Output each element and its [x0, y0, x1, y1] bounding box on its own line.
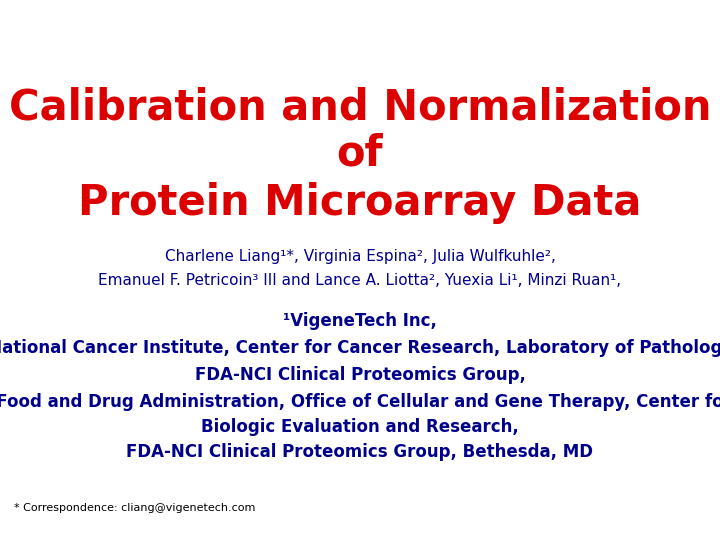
Text: Emanuel F. Petricoin³ III and Lance A. Liotta², Yuexia Li¹, Minzi Ruan¹,: Emanuel F. Petricoin³ III and Lance A. L… [99, 273, 621, 288]
Text: ¹VigeneTech Inc,: ¹VigeneTech Inc, [283, 312, 437, 330]
Text: Calibration and Normalization: Calibration and Normalization [9, 87, 711, 129]
Text: * Correspondence: cliang@vigenetech.com: * Correspondence: cliang@vigenetech.com [14, 503, 256, 512]
Text: FDA-NCI Clinical Proteomics Group, Bethesda, MD: FDA-NCI Clinical Proteomics Group, Bethe… [127, 443, 593, 461]
Text: Charlene Liang¹*, Virginia Espina², Julia Wulfkuhle²,: Charlene Liang¹*, Virginia Espina², Juli… [165, 249, 555, 264]
Text: Protein Microarray Data: Protein Microarray Data [78, 181, 642, 224]
Text: ³Food and Drug Administration, Office of Cellular and Gene Therapy, Center for: ³Food and Drug Administration, Office of… [0, 393, 720, 411]
Text: of: of [337, 133, 383, 175]
Text: Biologic Evaluation and Research,: Biologic Evaluation and Research, [201, 417, 519, 436]
Text: FDA-NCI Clinical Proteomics Group,: FDA-NCI Clinical Proteomics Group, [194, 366, 526, 384]
Text: ²National Cancer Institute, Center for Cancer Research, Laboratory of Pathology,: ²National Cancer Institute, Center for C… [0, 339, 720, 357]
